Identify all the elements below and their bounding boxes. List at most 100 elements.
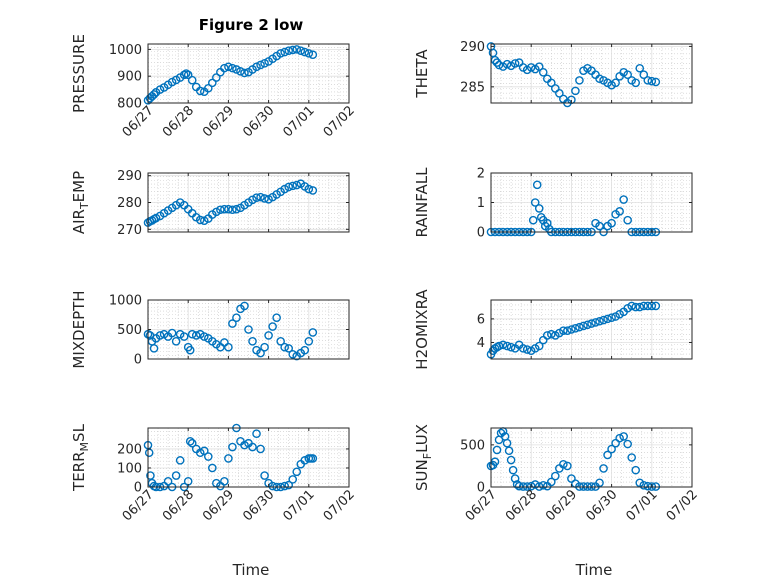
data-point [296, 46, 306, 56]
y-axis-label-main: PRESSURE [70, 34, 88, 113]
y-axis-label-main: MIXDEPTH [70, 290, 88, 368]
data-point [308, 186, 318, 195]
data-point [220, 476, 229, 486]
data-point [248, 442, 257, 452]
data-point [494, 60, 504, 70]
axes-box [490, 427, 693, 488]
data-point [195, 215, 205, 225]
data-point [248, 336, 257, 346]
y-axis-label: TERRMSL [70, 423, 91, 492]
data-point [187, 75, 197, 85]
data-point [510, 59, 520, 68]
data-point [639, 301, 649, 311]
data-point [252, 62, 261, 72]
data-point [639, 70, 649, 80]
data-point [179, 332, 189, 341]
data-point [510, 474, 520, 483]
data-point [518, 344, 528, 353]
x-tick-label: 06/30 [583, 487, 620, 524]
data-point [611, 78, 620, 88]
axes-box [147, 43, 350, 104]
x-tick-label: 07/02 [321, 103, 358, 140]
axes-box [490, 299, 693, 360]
data-point [232, 65, 241, 74]
x-tick-label: 07/01 [281, 103, 318, 140]
data-point [280, 342, 289, 352]
data-point [292, 467, 302, 477]
y-axis-label: AIRTEMP [70, 171, 91, 234]
data-point [256, 60, 265, 70]
minor-grid [490, 300, 693, 359]
data-point [236, 67, 245, 76]
data-point [651, 77, 661, 87]
data-point [224, 204, 233, 214]
y-axis-label: THETA [413, 49, 431, 99]
data-point [280, 481, 289, 491]
y-axis-label-main: SUN [413, 459, 431, 491]
subplot-6: 4 6 H2OMIXRA [413, 289, 693, 370]
y-tick-label: 500 [460, 438, 485, 453]
data-point [240, 440, 249, 450]
data-point [300, 47, 310, 57]
data-point [144, 448, 154, 458]
data-point [506, 455, 516, 465]
data-point [272, 313, 281, 323]
data-point [538, 67, 548, 77]
data-point [619, 432, 628, 441]
x-tick-label: 06/28 [160, 103, 197, 140]
data-point [171, 471, 181, 480]
y-tick-label: 1000 [109, 294, 142, 309]
data-point [195, 86, 205, 96]
data-point [635, 302, 645, 312]
data-point [228, 205, 237, 215]
data-point [308, 50, 318, 60]
x-tick-label: 06/28 [160, 487, 197, 524]
y-tick-label: 285 [460, 80, 485, 95]
data-point [555, 464, 564, 473]
data-point [256, 444, 265, 454]
data-point [149, 90, 159, 99]
data-point [284, 46, 294, 56]
subplot-5: 0 500 1000 MIXDEPTH [70, 290, 350, 369]
data-point [187, 438, 197, 448]
y-axis-label-tail: EMP [70, 171, 88, 202]
data-point [288, 349, 298, 359]
data-point [587, 319, 596, 328]
data-point [191, 331, 201, 340]
y-axis-label-tail: SL [70, 423, 88, 442]
data-point [615, 207, 624, 216]
data-point [292, 45, 302, 54]
data-point [575, 322, 584, 332]
data-point [563, 461, 572, 471]
data-point [506, 342, 516, 352]
data-point [530, 198, 540, 207]
data-point [635, 63, 645, 73]
data-point [534, 62, 544, 71]
data-point [623, 215, 632, 225]
y-axis-label: H2OMIXRA [413, 289, 431, 370]
data-point [522, 345, 532, 354]
data-point [304, 336, 314, 346]
data-markers [486, 42, 661, 108]
data-point [551, 471, 560, 481]
data-point [595, 221, 604, 231]
data-point [595, 478, 604, 488]
data-point [494, 341, 504, 351]
data-point [224, 62, 233, 72]
axes-box [490, 43, 693, 104]
y-tick-label: 100 [117, 461, 142, 476]
data-point [220, 338, 229, 347]
x-tick-label: 06/29 [200, 103, 237, 140]
data-point [571, 324, 580, 333]
data-point [555, 89, 564, 98]
data-point [534, 204, 544, 213]
data-point [304, 49, 314, 58]
subplot-2: 285 290 THETA [413, 40, 693, 108]
data-point [643, 76, 653, 85]
data-point [542, 331, 552, 340]
data-point [631, 302, 641, 312]
data-point [571, 86, 580, 96]
data-point [583, 320, 592, 330]
data-point [175, 456, 185, 465]
